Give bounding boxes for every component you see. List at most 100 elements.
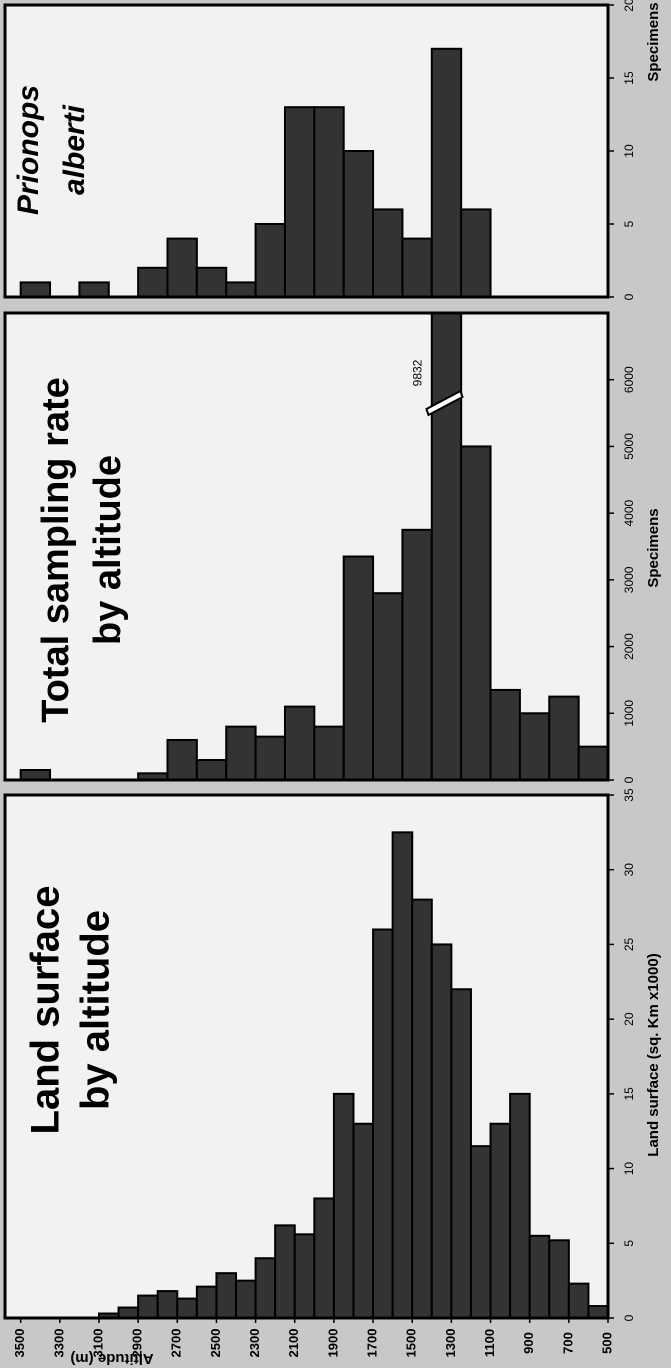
y-tick-label: 0	[622, 293, 636, 300]
bar	[19, 768, 52, 780]
bar	[195, 266, 228, 297]
bar	[166, 237, 198, 297]
bar	[401, 528, 433, 780]
y-tick-label: 25	[622, 937, 636, 951]
bar	[342, 555, 375, 780]
bar	[332, 1092, 355, 1318]
bar	[372, 928, 394, 1318]
y-tick-label: 10	[622, 1162, 636, 1176]
bar	[225, 281, 257, 297]
y-tick-label: 4000	[622, 499, 636, 526]
y-tick-label: 15	[622, 1087, 636, 1101]
x-tick-label: 2100	[286, 1329, 301, 1358]
bar	[528, 1234, 551, 1318]
bar	[313, 1197, 335, 1318]
bar	[489, 1122, 512, 1318]
x-tick-label: 500	[599, 1332, 614, 1354]
x-tick-label: 1900	[325, 1329, 340, 1358]
bar	[137, 266, 169, 297]
bar	[391, 831, 414, 1318]
panel-title: by altitude	[87, 455, 129, 645]
bar	[293, 1233, 316, 1318]
x-tick-label: 1500	[404, 1329, 419, 1358]
bar	[548, 695, 580, 780]
bar	[450, 988, 472, 1318]
bar	[137, 1294, 159, 1318]
axis-break	[425, 389, 464, 417]
bar	[411, 898, 433, 1318]
x-tick-label: 2700	[169, 1329, 184, 1358]
bar	[283, 705, 316, 780]
x-tick-label: 2900	[130, 1329, 145, 1358]
bar	[567, 1282, 590, 1318]
bar	[195, 1285, 218, 1318]
bar	[518, 712, 551, 780]
y-axis-label: Specimens	[645, 508, 662, 587]
bar	[283, 106, 316, 297]
y-tick-label: 5	[622, 220, 636, 227]
bar	[430, 943, 453, 1318]
bar	[372, 592, 404, 780]
bars	[19, 313, 608, 780]
x-tick-label: 1700	[365, 1329, 380, 1358]
y-tick-label: 20	[622, 0, 636, 12]
panel-title: Prionops	[12, 85, 45, 215]
bar	[215, 1272, 238, 1318]
bar	[225, 725, 257, 780]
bars	[97, 831, 608, 1318]
y-tick-label: 10	[622, 144, 636, 158]
x-tick-label: 3300	[51, 1329, 66, 1358]
bar	[430, 313, 463, 780]
y-tick-label: 30	[622, 863, 636, 877]
x-tick-label: 700	[560, 1332, 575, 1354]
bar	[587, 1305, 608, 1318]
bar	[117, 1306, 140, 1318]
value-label: 9832	[411, 359, 425, 386]
bar	[195, 758, 228, 780]
bar	[489, 688, 521, 780]
x-tick-label: 3100	[90, 1329, 105, 1358]
y-axis-label: Land surface (sq. Km x1000)	[645, 953, 662, 1156]
y-tick-label: 0	[622, 776, 636, 783]
panel-title: Total sampling rate	[35, 377, 77, 723]
bar	[254, 735, 286, 780]
bar	[460, 208, 492, 297]
bar	[235, 1279, 257, 1318]
y-tick-label: 5000	[622, 433, 636, 460]
x-tick-label: 3500	[12, 1329, 27, 1358]
bars	[19, 47, 492, 297]
y-tick-label: 6000	[622, 366, 636, 393]
bar	[78, 281, 110, 297]
bar	[19, 281, 52, 297]
bar	[254, 223, 286, 297]
y-tick-label: 5	[622, 1240, 636, 1247]
panel-border	[3, 311, 610, 782]
bar	[313, 725, 345, 780]
bar	[274, 1224, 296, 1318]
bar	[460, 445, 492, 780]
y-tick-label: 0	[622, 1314, 636, 1321]
panel-title: alberti	[58, 104, 91, 195]
x-tick-label: 2300	[247, 1329, 262, 1358]
bar	[254, 1257, 277, 1318]
x-tick-label: 900	[521, 1332, 536, 1354]
x-tick-label: 1300	[443, 1329, 458, 1358]
bar	[166, 738, 198, 780]
y-tick-label: 1000	[622, 700, 636, 727]
y-axis-label: Specimens	[645, 2, 662, 81]
y-tick-label: 20	[622, 1012, 636, 1026]
bar	[342, 150, 375, 297]
bar	[469, 1145, 492, 1318]
bar	[176, 1297, 198, 1318]
x-axis-label: Altitude (m)	[70, 1350, 153, 1367]
bar	[430, 47, 463, 297]
panel-title: Land surface	[24, 886, 68, 1135]
y-tick-label: 35	[622, 788, 636, 802]
bar	[548, 1239, 570, 1318]
y-tick-label: 3000	[622, 566, 636, 593]
bar	[156, 1290, 179, 1318]
y-tick-label: 2000	[622, 633, 636, 660]
panel-title: by altitude	[74, 910, 118, 1110]
bar	[401, 237, 433, 297]
